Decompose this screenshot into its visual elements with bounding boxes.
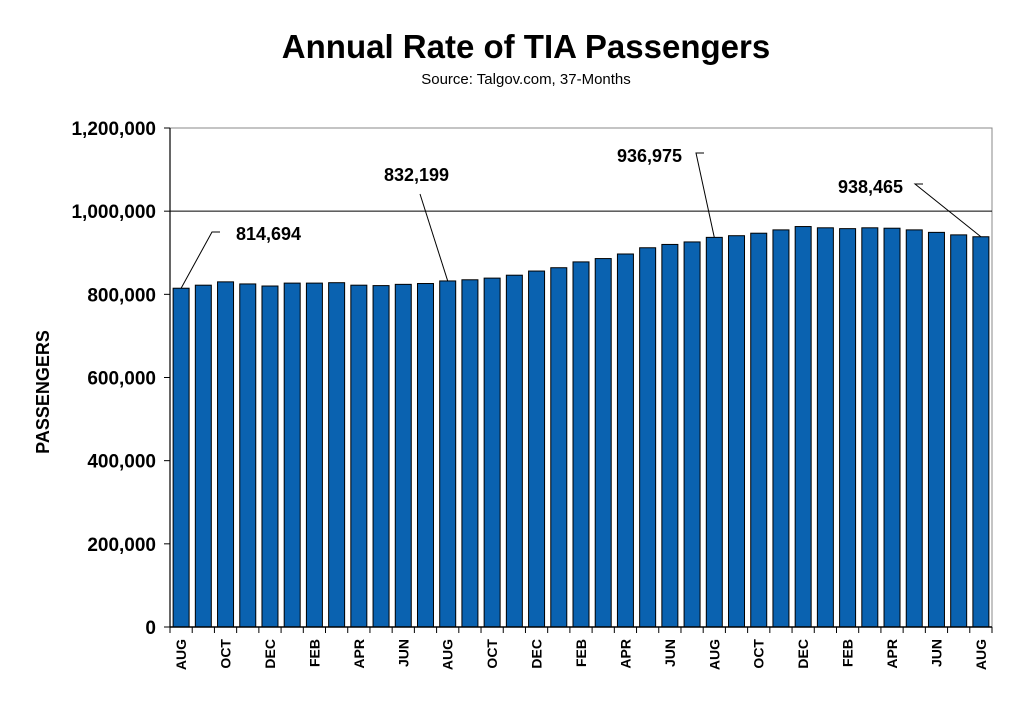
x-tick-label: AUG: [173, 639, 189, 670]
bar: [661, 243, 679, 628]
bar: [416, 283, 434, 628]
x-tick-label: OCT: [751, 639, 767, 669]
annotation-label: 814,694: [236, 224, 301, 244]
chart-subtitle: Source: Talgov.com, 37-Months: [421, 71, 631, 88]
bar: [861, 227, 879, 628]
bar: [505, 274, 523, 628]
x-tick-label: JUN: [395, 639, 411, 667]
bar: [239, 283, 257, 628]
bar: [572, 261, 590, 628]
bar: [705, 236, 723, 628]
bar: [483, 277, 501, 628]
bar: [528, 270, 546, 628]
x-tick-label: JUN: [662, 639, 678, 667]
bar: [594, 258, 612, 628]
bar: [283, 282, 301, 628]
y-tick-label: 600,000: [87, 369, 156, 390]
y-axis-label: PASSENGERS: [33, 330, 53, 454]
x-tick-label: AUG: [973, 639, 989, 670]
chart-title: Annual Rate of TIA Passengers: [281, 28, 771, 65]
bar: [839, 228, 857, 628]
x-tick-label: JUN: [928, 639, 944, 667]
annotation-leader: [695, 152, 715, 238]
y-tick-label: 1,000,000: [71, 202, 156, 223]
x-tick-label: FEB: [573, 639, 589, 667]
bar: [950, 234, 968, 628]
x-tick-label: AUG: [706, 639, 722, 670]
bar: [217, 281, 235, 628]
bar: [394, 283, 412, 628]
x-tick-label: OCT: [484, 639, 500, 669]
x-tick-label: FEB: [306, 639, 322, 667]
annotation-label: 938,465: [838, 177, 903, 197]
x-tick-label: APR: [884, 639, 900, 669]
y-tick-label: 800,000: [87, 285, 156, 306]
annotation-leader: [180, 231, 220, 289]
bar: [550, 267, 568, 628]
bar: [194, 284, 212, 628]
bar: [639, 247, 657, 628]
annotation-label: 832,199: [384, 165, 449, 185]
x-tick-label: APR: [351, 639, 367, 669]
bar: [616, 253, 634, 628]
y-tick-label: 0: [145, 618, 156, 639]
annotation-leader: [913, 183, 982, 238]
bar: [350, 284, 368, 628]
annotation-leader: [419, 193, 449, 282]
bar: [728, 235, 746, 628]
bar: [328, 282, 346, 628]
bar: [750, 232, 768, 628]
x-tick-label: AUG: [440, 639, 456, 670]
bar: [172, 287, 190, 628]
bar: [683, 241, 701, 628]
x-tick-label: DEC: [262, 639, 278, 669]
bar: [972, 236, 990, 628]
bar: [883, 227, 901, 628]
bar: [439, 280, 457, 628]
x-tick-label: APR: [617, 639, 633, 669]
y-tick-label: 200,000: [87, 535, 156, 556]
bar: [461, 279, 479, 628]
x-tick-label: DEC: [529, 639, 545, 669]
bar: [816, 227, 834, 628]
bar: [261, 285, 279, 628]
annotation-label: 936,975: [617, 146, 682, 166]
bar: [905, 229, 923, 628]
bar: [305, 282, 323, 628]
bar: [927, 231, 945, 628]
x-tick-label: FEB: [840, 639, 856, 667]
bar: [372, 285, 390, 628]
bar: [772, 229, 790, 628]
bar: [794, 226, 812, 628]
y-tick-label: 400,000: [87, 452, 156, 473]
x-tick-label: OCT: [218, 639, 234, 669]
y-tick-label: 1,200,000: [71, 119, 156, 140]
x-tick-label: DEC: [795, 639, 811, 669]
